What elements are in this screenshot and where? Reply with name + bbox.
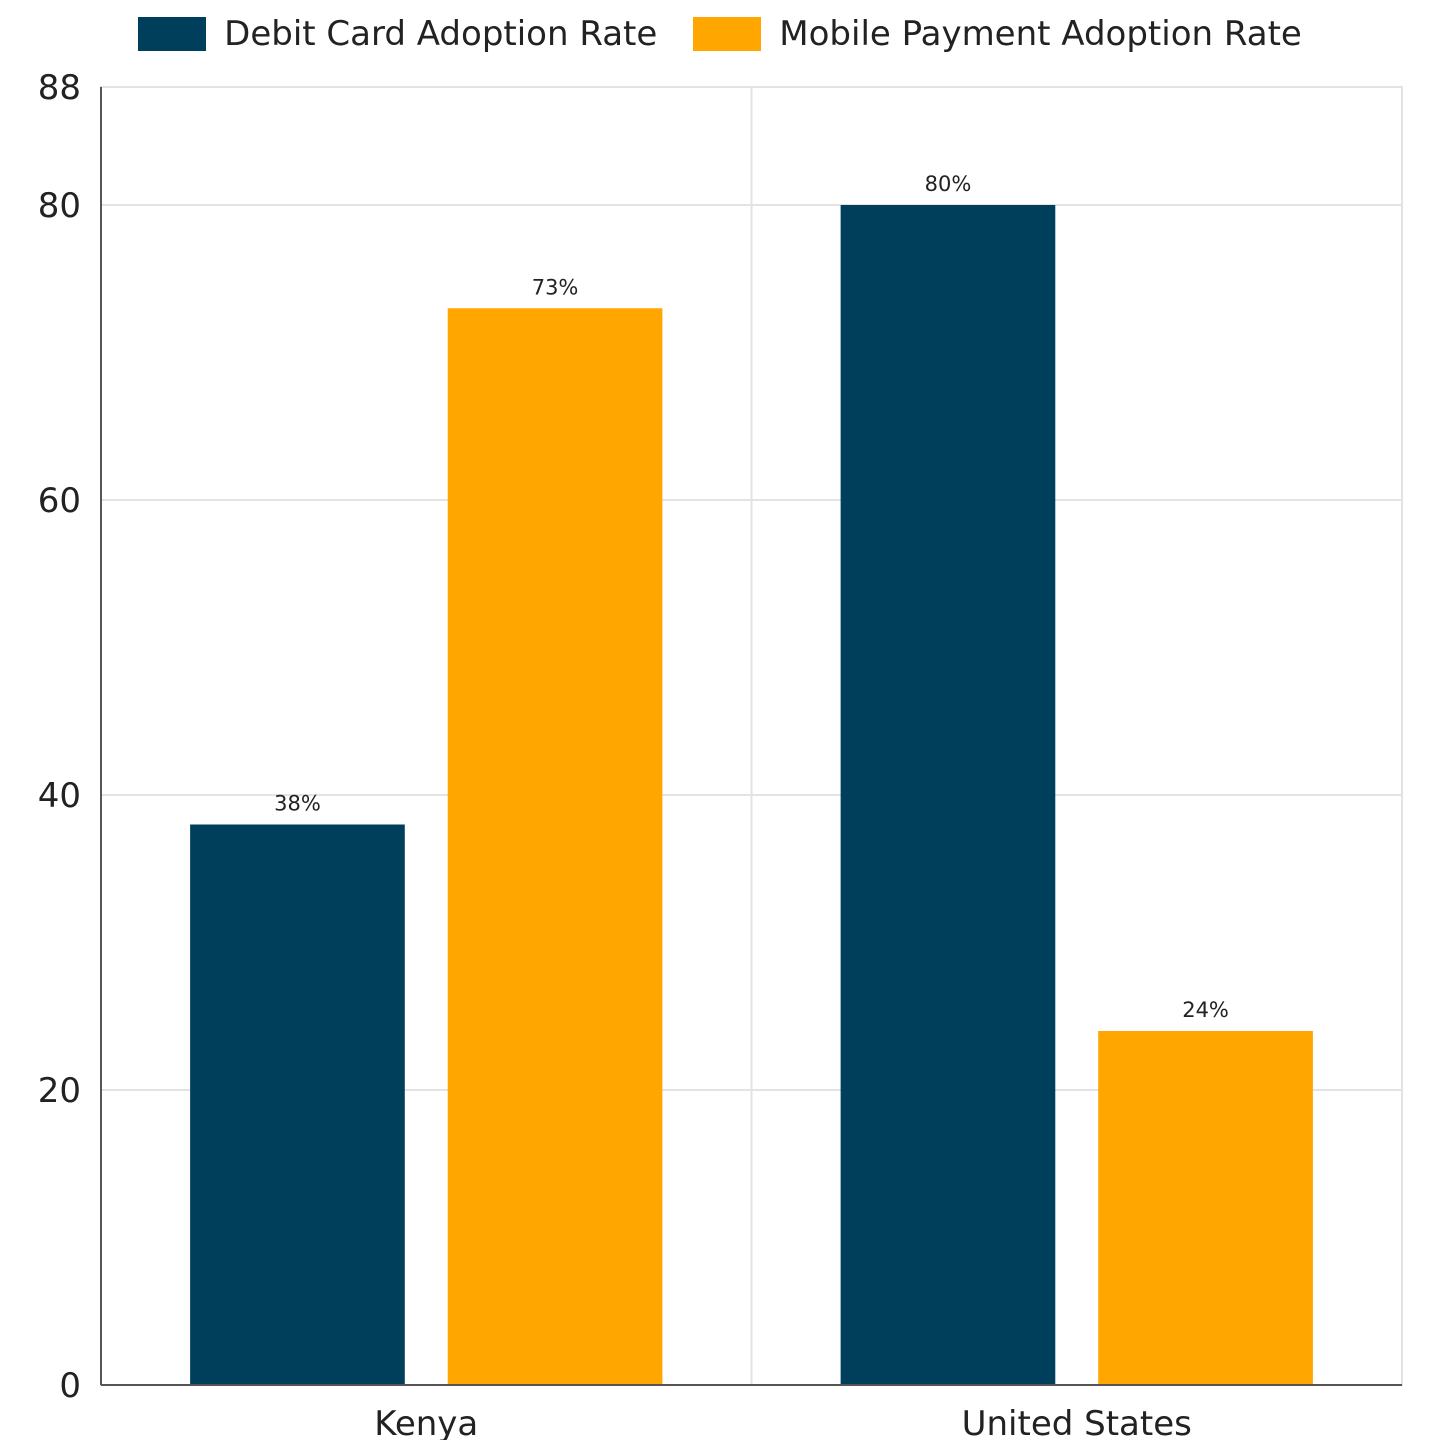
legend: Debit Card Adoption Rate Mobile Payment … [0, 12, 1440, 56]
x-tick-label: United States [962, 1404, 1192, 1440]
legend-label-mobile: Mobile Payment Adoption Rate [779, 14, 1302, 54]
y-tick-label: 0 [59, 1366, 81, 1406]
y-tick-label: 80 [38, 186, 81, 226]
bar-mobile-0 [447, 308, 663, 1385]
bar-debit-0 [190, 824, 405, 1385]
data-label: 80% [925, 172, 972, 196]
legend-swatch-debit [138, 17, 207, 51]
legend-item-debit[interactable]: Debit Card Adoption Rate [138, 14, 657, 54]
x-tick-label: Kenya [374, 1404, 478, 1440]
bar-mobile-1 [1098, 1031, 1313, 1385]
y-tick-label: 40 [38, 776, 81, 816]
legend-swatch-mobile [693, 17, 762, 51]
y-tick-label: 88 [38, 68, 81, 108]
data-label: 24% [1182, 998, 1229, 1022]
y-tick-label: 60 [38, 481, 81, 521]
axes [100, 87, 1402, 1386]
labels: 0 20 40 60 80 88 38% 73% Kenya 80% 24% United State… [38, 68, 1229, 1440]
bars [190, 205, 1313, 1385]
legend-label-debit: Debit Card Adoption Rate [224, 14, 658, 54]
bar-debit-1 [840, 205, 1056, 1385]
data-label: 38% [274, 792, 321, 816]
y-tick-label: 20 [38, 1071, 81, 1111]
data-label: 73% [532, 275, 579, 299]
legend-item-mobile[interactable]: Mobile Payment Adoption Rate [693, 14, 1302, 54]
